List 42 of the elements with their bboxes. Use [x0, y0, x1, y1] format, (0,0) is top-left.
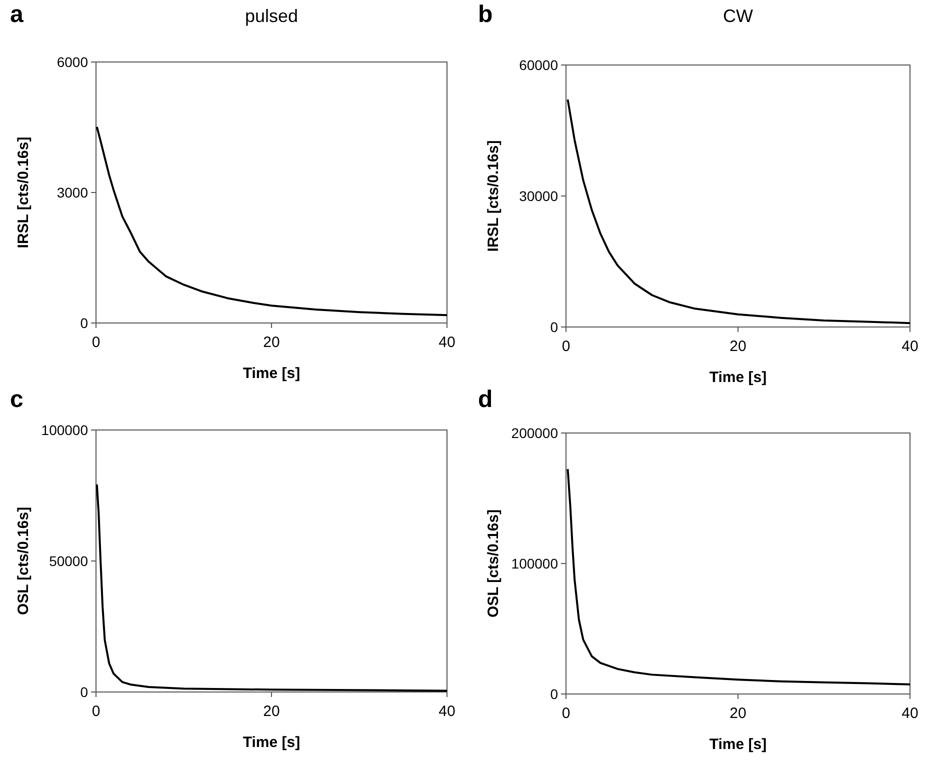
- y-axis-title: IRSL [cts/0.16s]: [485, 140, 502, 252]
- y-tick-label: 100000: [511, 555, 558, 572]
- x-tick-label: 0: [562, 338, 570, 355]
- y-axis-title: IRSL [cts/0.16s]: [15, 136, 32, 248]
- y-tick-label: 0: [80, 684, 88, 700]
- x-tick-label: 20: [730, 338, 746, 355]
- line-series: [566, 468, 911, 686]
- y-tick-label: 0: [80, 314, 88, 331]
- x-tick-label: 40: [902, 705, 918, 722]
- y-tick-label: 6000: [56, 54, 88, 70]
- y-tick-label: 200000: [511, 424, 558, 441]
- y-tick-label: 50000: [49, 552, 88, 569]
- chart-title: d: [478, 386, 493, 413]
- line-series: [96, 483, 448, 692]
- x-axis-title: Time [s]: [242, 365, 300, 382]
- chart-title: a: [10, 1, 24, 28]
- y-tick-label: 0: [550, 318, 558, 335]
- x-axis-title: Time [s]: [709, 736, 767, 753]
- x-tick-label: 20: [730, 705, 746, 722]
- x-tick-label: 0: [562, 705, 570, 722]
- x-tick-label: 20: [263, 703, 280, 720]
- y-tick-label: 30000: [519, 188, 558, 204]
- x-tick-label: 40: [438, 334, 456, 351]
- x-tick-label: 40: [438, 703, 456, 720]
- y-axis-title: OSL [cts/0.16s]: [15, 506, 32, 616]
- y-tick-label: 60000: [519, 56, 558, 73]
- y-axis-title: OSL [cts/0.16s]: [485, 509, 502, 618]
- chart-title: c: [10, 386, 24, 413]
- x-axis-title: Time [s]: [242, 734, 300, 751]
- chart-subtitle: CW: [723, 6, 753, 26]
- x-axis-title: Time [s]: [709, 369, 767, 386]
- y-tick-label: 0: [550, 686, 558, 702]
- line-series: [96, 126, 448, 316]
- y-tick-label: 100000: [41, 422, 88, 438]
- x-tick-label: 0: [92, 703, 100, 720]
- line-series: [566, 98, 911, 324]
- x-tick-label: 40: [902, 338, 918, 355]
- x-tick-label: 0: [92, 334, 100, 351]
- y-tick-label: 3000: [56, 184, 88, 200]
- chart-subtitle: pulsed: [244, 6, 298, 26]
- chart-title: b: [478, 1, 493, 28]
- x-tick-label: 20: [263, 334, 280, 351]
